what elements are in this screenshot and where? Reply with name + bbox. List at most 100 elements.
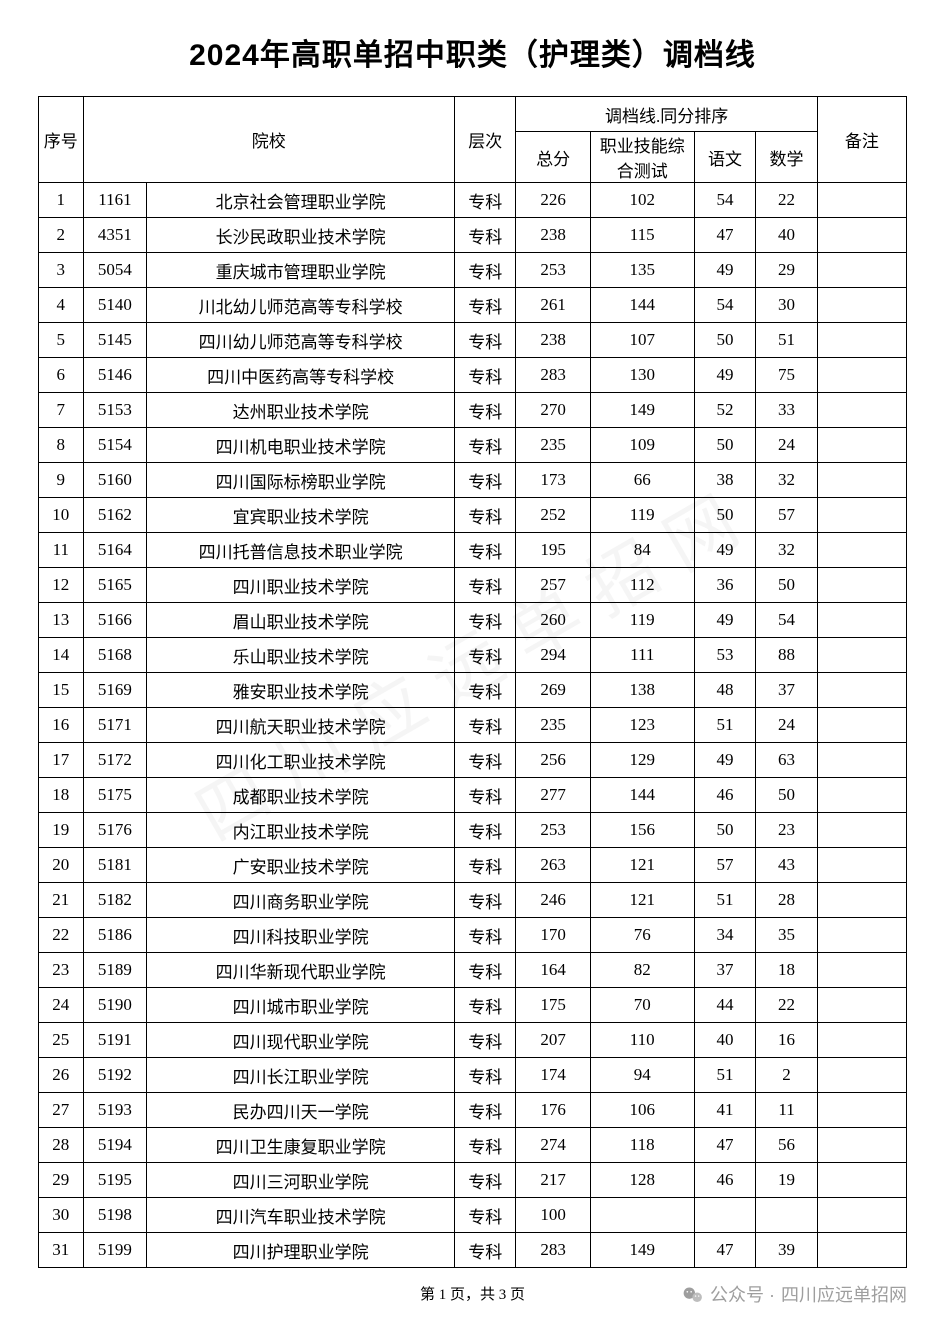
cell-name: 四川航天职业技术学院 [147, 708, 455, 743]
cell-name: 乐山职业技术学院 [147, 638, 455, 673]
cell-skill: 119 [590, 498, 694, 533]
cell-skill: 115 [590, 218, 694, 253]
cell-yuwen: 49 [694, 743, 756, 778]
cell-math: 50 [756, 568, 818, 603]
cell-name: 民办四川天一学院 [147, 1093, 455, 1128]
cell-seq: 22 [39, 918, 84, 953]
cell-level: 专科 [454, 253, 516, 288]
cell-yuwen: 44 [694, 988, 756, 1023]
table-row: 55145四川幼儿师范高等专科学校专科2381075051 [39, 323, 907, 358]
cell-math: 28 [756, 883, 818, 918]
cell-note [817, 323, 906, 358]
table-row: 305198四川汽车职业技术学院专科100 [39, 1198, 907, 1233]
table-row: 195176内江职业技术学院专科2531565023 [39, 813, 907, 848]
cell-math: 22 [756, 183, 818, 218]
cell-code: 5186 [83, 918, 147, 953]
cell-math: 37 [756, 673, 818, 708]
table-row: 235189四川华新现代职业学院专科164823718 [39, 953, 907, 988]
cell-math: 19 [756, 1163, 818, 1198]
cell-name: 北京社会管理职业学院 [147, 183, 455, 218]
cell-level: 专科 [454, 918, 516, 953]
wechat-icon [682, 1284, 704, 1306]
cell-total: 174 [516, 1058, 590, 1093]
cell-yuwen: 36 [694, 568, 756, 603]
cell-level: 专科 [454, 638, 516, 673]
cell-math: 57 [756, 498, 818, 533]
cell-note [817, 603, 906, 638]
cell-level: 专科 [454, 988, 516, 1023]
cell-total: 235 [516, 428, 590, 463]
table-row: 215182四川商务职业学院专科2461215128 [39, 883, 907, 918]
cell-math: 54 [756, 603, 818, 638]
cell-note [817, 533, 906, 568]
cell-level: 专科 [454, 498, 516, 533]
cell-yuwen: 50 [694, 498, 756, 533]
cell-code: 5140 [83, 288, 147, 323]
cell-skill: 109 [590, 428, 694, 463]
cell-skill: 130 [590, 358, 694, 393]
table-row: 115164四川托普信息技术职业学院专科195844932 [39, 533, 907, 568]
cell-code: 1161 [83, 183, 147, 218]
cell-name: 广安职业技术学院 [147, 848, 455, 883]
cell-math: 2 [756, 1058, 818, 1093]
table-row: 45140川北幼儿师范高等专科学校专科2611445430 [39, 288, 907, 323]
cell-skill: 138 [590, 673, 694, 708]
cell-total: 260 [516, 603, 590, 638]
cell-seq: 28 [39, 1128, 84, 1163]
cell-yuwen: 47 [694, 218, 756, 253]
cell-code: 5175 [83, 778, 147, 813]
cell-seq: 20 [39, 848, 84, 883]
cell-skill: 111 [590, 638, 694, 673]
cell-level: 专科 [454, 428, 516, 463]
cell-code: 5166 [83, 603, 147, 638]
cell-level: 专科 [454, 1198, 516, 1233]
cell-note [817, 1058, 906, 1093]
cell-level: 专科 [454, 183, 516, 218]
cell-total: 261 [516, 288, 590, 323]
cell-level: 专科 [454, 813, 516, 848]
cell-code: 5176 [83, 813, 147, 848]
cell-level: 专科 [454, 1233, 516, 1268]
cell-level: 专科 [454, 1163, 516, 1198]
cell-yuwen: 47 [694, 1233, 756, 1268]
cell-code: 5160 [83, 463, 147, 498]
table-row: 245190四川城市职业学院专科175704422 [39, 988, 907, 1023]
cell-name: 内江职业技术学院 [147, 813, 455, 848]
cell-math: 75 [756, 358, 818, 393]
col-level: 层次 [454, 97, 516, 183]
cell-total: 175 [516, 988, 590, 1023]
cell-level: 专科 [454, 673, 516, 708]
table-row: 125165四川职业技术学院专科2571123650 [39, 568, 907, 603]
cell-seq: 13 [39, 603, 84, 638]
attribution-prefix: 公众号 · [710, 1282, 775, 1308]
cell-seq: 18 [39, 778, 84, 813]
cell-skill: 121 [590, 848, 694, 883]
cell-seq: 16 [39, 708, 84, 743]
cell-level: 专科 [454, 393, 516, 428]
cell-total: 277 [516, 778, 590, 813]
cell-yuwen: 54 [694, 288, 756, 323]
cell-math: 32 [756, 533, 818, 568]
cell-yuwen: 34 [694, 918, 756, 953]
cell-skill: 106 [590, 1093, 694, 1128]
cell-math: 29 [756, 253, 818, 288]
cell-skill: 121 [590, 883, 694, 918]
cell-code: 5189 [83, 953, 147, 988]
cell-name: 成都职业技术学院 [147, 778, 455, 813]
cell-note [817, 953, 906, 988]
cell-yuwen: 48 [694, 673, 756, 708]
cell-level: 专科 [454, 323, 516, 358]
cell-yuwen: 50 [694, 813, 756, 848]
cell-skill: 82 [590, 953, 694, 988]
cell-level: 专科 [454, 953, 516, 988]
cell-seq: 4 [39, 288, 84, 323]
cell-code: 5181 [83, 848, 147, 883]
cell-level: 专科 [454, 463, 516, 498]
cell-note [817, 743, 906, 778]
col-yuwen: 语文 [694, 132, 756, 183]
cell-note [817, 883, 906, 918]
cell-math: 32 [756, 463, 818, 498]
cell-math: 22 [756, 988, 818, 1023]
cell-code: 5168 [83, 638, 147, 673]
cell-math: 16 [756, 1023, 818, 1058]
